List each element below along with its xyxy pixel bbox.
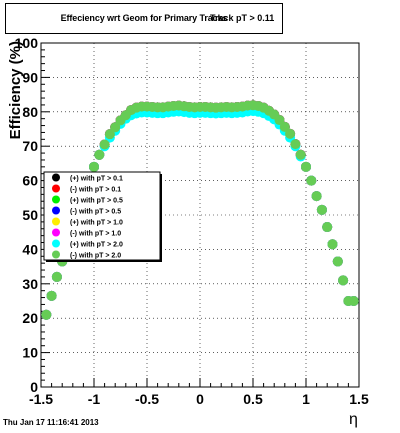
timestamp-footer: Thu Jan 17 11:16:41 2013 (3, 418, 99, 427)
data-point (94, 149, 105, 160)
y-axis-label: Efficiency (%) (7, 41, 24, 139)
y-tick-label: 50 (22, 207, 38, 223)
x-tick-label: 1.5 (349, 391, 369, 407)
y-tick-label: 60 (22, 173, 38, 189)
y-tick-label: 20 (22, 310, 38, 326)
x-tick-label: 0 (196, 391, 204, 407)
data-point (316, 204, 327, 215)
legend-marker (52, 173, 60, 182)
legend-marker (52, 184, 60, 193)
legend-label: (-) with pT > 0.1 (70, 187, 121, 194)
y-tick-label: 10 (22, 345, 38, 361)
data-point (110, 122, 121, 133)
data-point (46, 290, 57, 301)
x-tick-label: -0.5 (135, 391, 159, 407)
legend-marker (52, 217, 60, 226)
y-tick-label: 90 (22, 69, 38, 85)
legend-marker (52, 228, 60, 237)
y-tick-label: 80 (22, 104, 38, 120)
legend-marker (52, 250, 60, 259)
legend-box (43, 171, 161, 261)
data-point (41, 309, 52, 320)
data-point (327, 239, 338, 250)
data-point (285, 128, 296, 139)
data-point (279, 121, 290, 132)
x-tick-label: 1 (302, 391, 310, 407)
legend-marker (52, 206, 60, 215)
data-point (104, 129, 115, 140)
data-point (311, 191, 322, 202)
y-tick-label: 30 (22, 276, 38, 292)
legend-label: (+) with pT > 2.0 (70, 242, 123, 249)
x-tick-label: -1 (88, 391, 101, 407)
data-point (348, 296, 359, 306)
data-point (290, 139, 301, 150)
data-point (99, 139, 110, 150)
x-tick-label: 0.5 (243, 391, 263, 407)
data-point (89, 161, 99, 172)
data-point (301, 161, 311, 172)
legend-label: (-) with pT > 0.5 (70, 209, 121, 216)
y-tick-label: 40 (22, 241, 38, 257)
x-tick-label: -1.5 (29, 391, 53, 407)
legend-label: (+) with pT > 1.0 (70, 220, 123, 227)
y-tick-label: 70 (22, 138, 38, 154)
legend-label: (+) with pT > 0.5 (70, 198, 123, 205)
y-tick-label: 0 (30, 379, 38, 395)
x-axis-label: η (349, 411, 358, 428)
chart-title: Effeciency wrt Geom for Primary Tracks (60, 13, 228, 23)
chart-title-box: Effeciency wrt Geom for Primary Tracks T… (5, 3, 283, 34)
y-tick-label: 100 (15, 35, 39, 51)
legend-label: (-) with pT > 2.0 (70, 253, 121, 260)
data-point (295, 149, 306, 160)
chart-title-overlap: Track pT > 0.11 (210, 13, 275, 23)
data-point (274, 115, 285, 126)
data-point (322, 222, 333, 233)
legend-label: (-) with pT > 1.0 (70, 231, 121, 238)
legend-marker (52, 239, 60, 248)
data-point (306, 175, 317, 186)
data-point (51, 271, 62, 282)
data-point (338, 275, 349, 286)
data-point (332, 256, 343, 267)
legend-marker (52, 195, 60, 204)
legend-label: (+) with pT > 0.1 (70, 176, 123, 183)
